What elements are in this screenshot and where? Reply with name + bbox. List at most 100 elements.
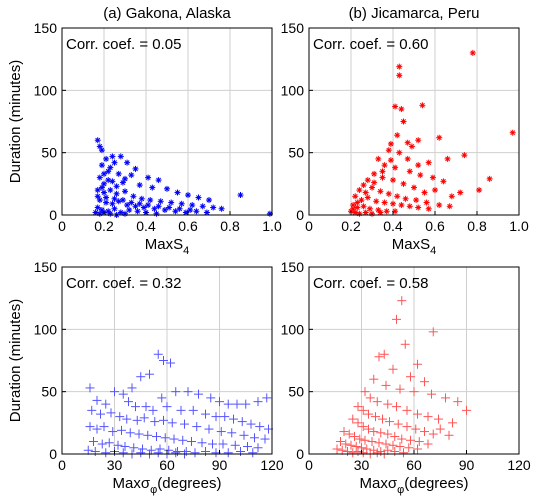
data-point	[153, 349, 163, 359]
data-point	[396, 63, 403, 70]
data-point	[157, 393, 167, 403]
data-point	[348, 448, 358, 458]
data-point	[415, 162, 422, 169]
x-axis-label: Maxσφ(degrees)	[360, 475, 469, 496]
data-point	[125, 428, 135, 438]
data-point	[132, 415, 142, 425]
data-point	[360, 387, 370, 397]
data-point	[420, 427, 429, 437]
data-point	[343, 447, 352, 457]
data-point	[453, 397, 463, 407]
data-point	[461, 152, 468, 159]
data-point	[393, 419, 403, 429]
data-point	[128, 172, 135, 179]
data-point	[204, 424, 214, 434]
data-point	[358, 405, 368, 415]
data-point	[344, 429, 354, 439]
data-point	[107, 164, 114, 171]
data-point	[388, 364, 398, 374]
y-tick-label: 50	[288, 384, 304, 400]
data-point	[103, 155, 110, 162]
data-point	[210, 204, 217, 211]
data-point	[373, 198, 380, 205]
y-tick-label: 0	[296, 207, 304, 223]
data-point	[127, 383, 137, 393]
data-point	[354, 199, 361, 206]
data-point	[396, 72, 403, 79]
data-point	[337, 445, 347, 455]
data-point	[101, 399, 111, 409]
data-point	[392, 164, 399, 171]
x-tick-label: 0.4	[136, 218, 156, 234]
data-point	[369, 374, 379, 384]
data-point	[164, 445, 174, 455]
data-point	[168, 199, 175, 206]
data-point	[425, 159, 432, 166]
data-point	[408, 143, 415, 150]
data-point	[138, 195, 145, 202]
data-point	[396, 149, 403, 156]
data-point	[145, 202, 152, 209]
data-point	[372, 448, 382, 458]
data-point	[122, 188, 128, 195]
data-point	[241, 399, 251, 409]
data-point	[206, 393, 216, 403]
data-point	[94, 204, 101, 211]
data-point	[436, 134, 443, 141]
data-point	[486, 175, 493, 182]
data-point	[153, 448, 163, 458]
data-point	[381, 380, 391, 390]
data-point	[159, 356, 168, 365]
data-point	[109, 153, 116, 160]
data-point	[124, 397, 133, 407]
data-point	[353, 418, 363, 428]
data-point	[388, 440, 398, 450]
x-tick-label: 0.8	[467, 218, 487, 234]
data-point	[395, 384, 405, 394]
x-tick-label: 0.6	[178, 218, 198, 234]
data-point	[124, 159, 131, 166]
data-point	[394, 132, 401, 139]
data-point	[381, 162, 388, 169]
data-point	[365, 393, 375, 403]
y-tick-label: 150	[34, 259, 58, 275]
data-point	[157, 198, 164, 205]
data-point	[398, 106, 405, 113]
data-point	[136, 182, 143, 189]
axes-frame	[61, 27, 273, 216]
data-point	[253, 397, 263, 407]
data-point	[372, 397, 382, 407]
x-tick-label: 90	[459, 457, 475, 473]
axes-frame	[308, 27, 520, 216]
data-point	[243, 442, 252, 452]
data-point	[364, 177, 371, 184]
data-point	[223, 448, 233, 458]
data-point	[420, 377, 429, 387]
data-point	[355, 434, 365, 444]
data-point	[166, 204, 173, 211]
data-point	[152, 432, 161, 442]
data-point	[419, 102, 426, 109]
data-point	[201, 409, 210, 419]
data-point	[341, 439, 351, 449]
data-point	[444, 155, 451, 162]
data-point	[406, 203, 413, 210]
x-tick-label: 0.4	[383, 218, 403, 234]
data-point	[404, 139, 411, 146]
data-point	[96, 197, 103, 204]
data-point	[83, 445, 93, 455]
data-point	[383, 399, 393, 409]
y-tick-label: 150	[281, 20, 305, 36]
x-tick-label: 30	[107, 457, 123, 473]
x-tick-label: 60	[159, 457, 175, 473]
data-point	[181, 447, 191, 457]
data-point	[237, 192, 244, 199]
data-point	[124, 202, 131, 209]
x-axis-label: MaxS4	[145, 236, 189, 257]
data-point	[178, 200, 185, 207]
data-point	[448, 193, 455, 200]
data-point	[262, 393, 272, 403]
data-point	[113, 190, 120, 197]
data-point	[115, 198, 122, 205]
